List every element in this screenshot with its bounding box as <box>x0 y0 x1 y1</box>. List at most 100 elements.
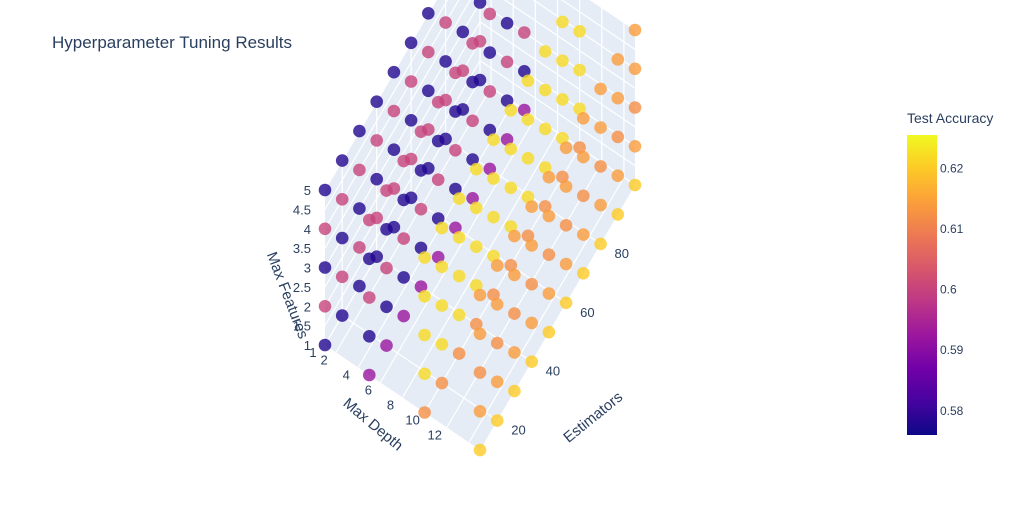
data-point[interactable] <box>611 130 625 144</box>
data-point[interactable] <box>508 229 521 243</box>
data-point[interactable] <box>611 169 625 182</box>
data-point[interactable] <box>335 231 349 245</box>
data-point[interactable] <box>418 406 431 419</box>
data-point[interactable] <box>335 193 349 206</box>
data-point[interactable] <box>435 376 449 390</box>
data-point[interactable] <box>452 269 466 283</box>
data-point[interactable] <box>414 241 428 255</box>
data-point[interactable] <box>470 240 483 253</box>
data-point[interactable] <box>418 367 431 381</box>
data-point[interactable] <box>538 83 552 97</box>
data-point[interactable] <box>404 75 418 88</box>
data-point[interactable] <box>483 123 497 137</box>
data-point[interactable] <box>525 316 538 330</box>
data-point[interactable] <box>525 200 538 213</box>
data-point[interactable] <box>490 298 504 311</box>
data-point[interactable] <box>387 143 401 156</box>
data-point[interactable] <box>380 300 393 314</box>
data-point[interactable] <box>466 192 479 205</box>
data-point[interactable] <box>456 25 470 39</box>
data-point[interactable] <box>594 82 607 96</box>
data-point[interactable] <box>525 277 538 291</box>
data-point[interactable] <box>504 104 518 117</box>
data-point[interactable] <box>483 46 497 59</box>
data-point[interactable] <box>353 163 366 177</box>
data-point[interactable] <box>559 180 573 193</box>
data-point[interactable] <box>504 142 518 156</box>
data-point[interactable] <box>508 307 521 320</box>
data-point[interactable] <box>538 200 552 213</box>
data-point[interactable] <box>449 144 462 157</box>
data-point[interactable] <box>573 63 586 77</box>
data-point[interactable] <box>538 161 552 174</box>
data-point[interactable] <box>573 25 586 38</box>
data-point[interactable] <box>380 261 393 275</box>
data-point[interactable] <box>422 7 435 20</box>
data-point[interactable] <box>577 228 590 241</box>
data-point[interactable] <box>483 162 497 176</box>
data-point[interactable] <box>500 55 514 69</box>
data-point[interactable] <box>542 325 556 339</box>
data-point[interactable] <box>452 308 466 322</box>
data-point[interactable] <box>397 309 411 323</box>
data-point[interactable] <box>473 327 487 341</box>
data-point[interactable] <box>353 202 366 215</box>
data-point[interactable] <box>521 229 535 243</box>
data-point[interactable] <box>490 259 504 272</box>
data-point[interactable] <box>611 53 625 66</box>
data-point[interactable] <box>525 355 538 369</box>
data-point[interactable] <box>370 95 384 108</box>
data-point[interactable] <box>435 260 449 274</box>
data-point[interactable] <box>418 328 431 342</box>
data-point[interactable] <box>452 231 466 244</box>
data-point[interactable] <box>473 288 487 302</box>
data-point[interactable] <box>466 37 479 50</box>
data-point[interactable] <box>483 85 497 98</box>
data-point[interactable] <box>542 248 556 261</box>
data-point[interactable] <box>397 232 411 245</box>
data-point[interactable] <box>500 94 514 107</box>
data-point[interactable] <box>335 154 349 167</box>
data-point[interactable] <box>414 280 428 294</box>
data-point[interactable] <box>318 338 332 352</box>
data-point[interactable] <box>353 241 366 254</box>
data-point[interactable] <box>559 141 573 155</box>
data-point[interactable] <box>466 75 479 89</box>
data-point[interactable] <box>318 261 332 274</box>
data-point[interactable] <box>487 249 500 263</box>
data-point[interactable] <box>556 93 569 106</box>
data-point[interactable] <box>473 443 487 457</box>
data-point[interactable] <box>473 405 487 418</box>
data-point[interactable] <box>370 172 384 186</box>
data-point[interactable] <box>508 346 521 359</box>
data-point[interactable] <box>508 268 521 282</box>
data-point[interactable] <box>431 212 445 225</box>
data-point[interactable] <box>439 16 452 29</box>
data-point[interactable] <box>628 140 642 153</box>
data-point[interactable] <box>542 209 556 223</box>
data-point[interactable] <box>422 45 435 59</box>
data-point[interactable] <box>353 124 366 138</box>
data-point[interactable] <box>473 366 487 379</box>
data-point[interactable] <box>452 347 466 360</box>
data-point[interactable] <box>521 152 535 165</box>
data-point[interactable] <box>431 134 445 148</box>
data-point[interactable] <box>470 317 483 331</box>
data-point[interactable] <box>521 190 535 204</box>
data-point[interactable] <box>500 133 514 146</box>
data-point[interactable] <box>414 164 428 177</box>
data-point[interactable] <box>490 336 504 350</box>
data-point[interactable] <box>380 339 393 352</box>
data-point[interactable] <box>594 237 607 251</box>
data-point[interactable] <box>404 36 418 50</box>
data-point[interactable] <box>525 239 538 252</box>
data-point[interactable] <box>577 150 590 164</box>
data-point[interactable] <box>435 221 449 235</box>
data-point[interactable] <box>414 202 428 216</box>
data-point[interactable] <box>518 65 531 78</box>
data-point[interactable] <box>380 184 393 197</box>
data-point[interactable] <box>538 122 552 136</box>
data-point[interactable] <box>594 160 607 173</box>
data-point[interactable] <box>435 299 449 312</box>
data-point[interactable] <box>397 271 411 284</box>
